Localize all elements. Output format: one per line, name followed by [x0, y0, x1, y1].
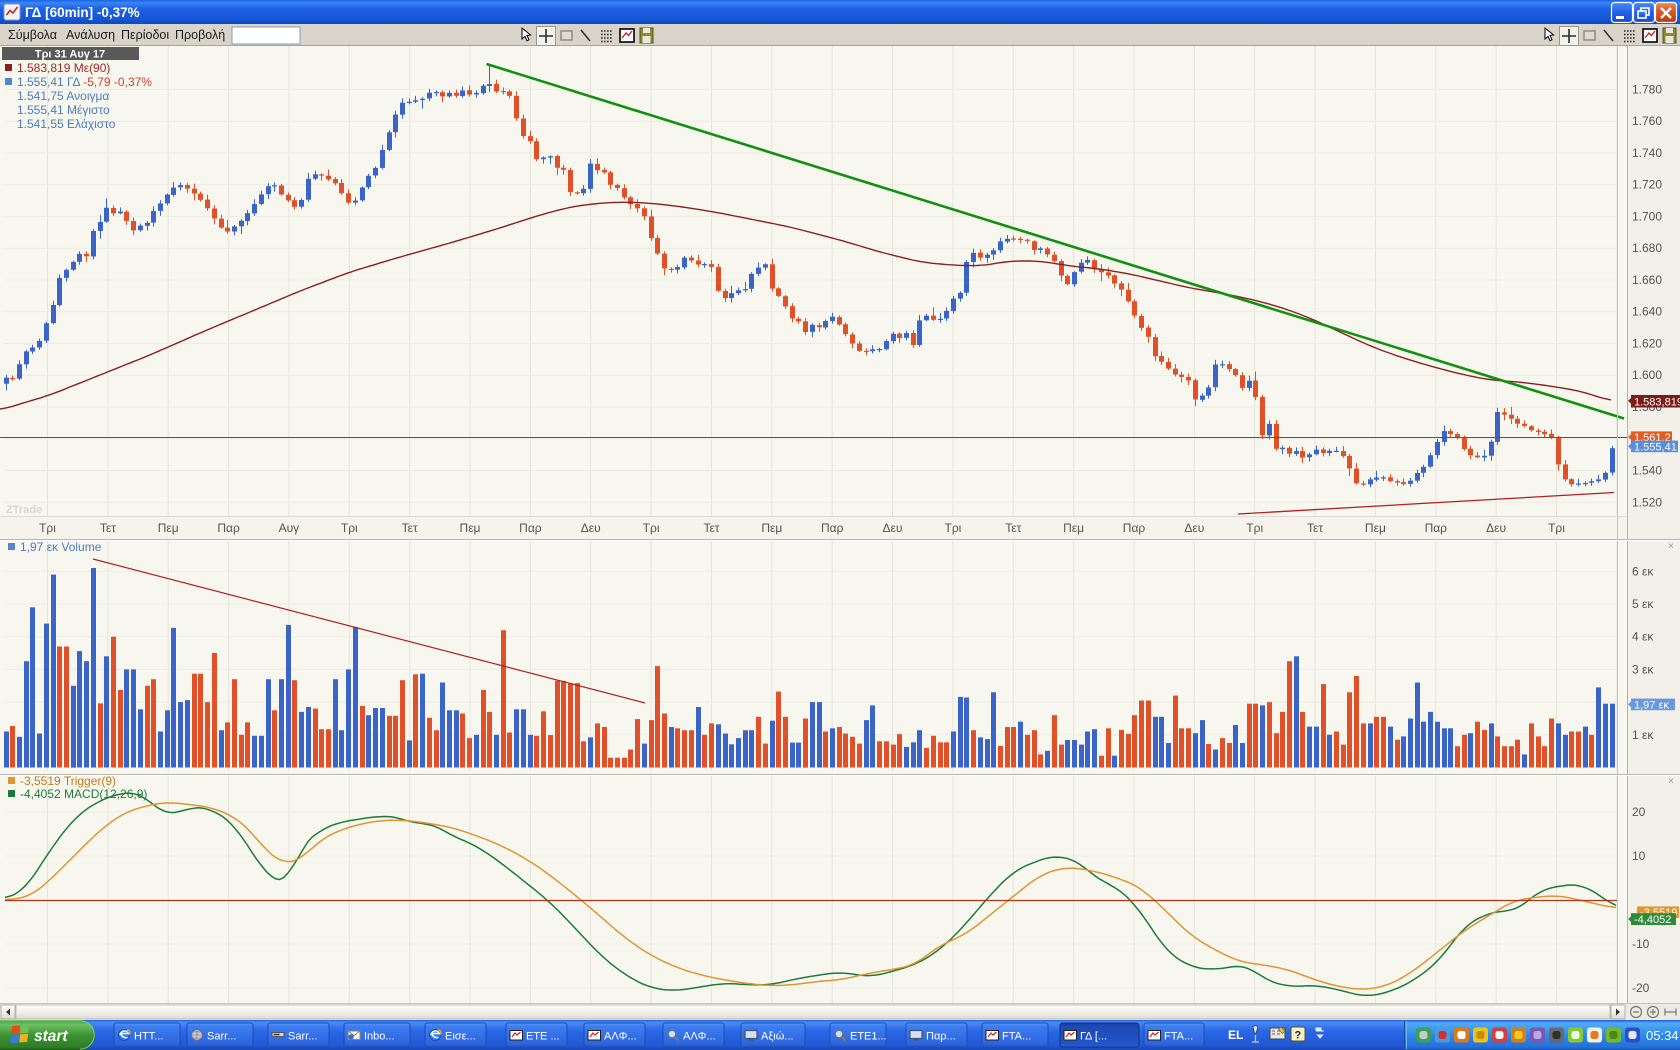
svg-text:×: ×	[1668, 776, 1674, 787]
svg-text:Τετ: Τετ	[1005, 521, 1021, 535]
svg-text:ΑΛΦ...: ΑΛΦ...	[683, 1031, 716, 1043]
svg-text:Τρι: Τρι	[944, 521, 961, 535]
svg-text:4 εκ: 4 εκ	[1632, 630, 1654, 644]
svg-text:1.680: 1.680	[1632, 241, 1662, 255]
svg-text:-10: -10	[1632, 937, 1650, 951]
svg-text:1.640: 1.640	[1632, 305, 1662, 319]
svg-text:Τρι: Τρι	[1548, 521, 1565, 535]
svg-text:ΕΤΕ1...: ΕΤΕ1...	[850, 1031, 887, 1043]
svg-text:1.600: 1.600	[1632, 368, 1662, 382]
svg-text:1.780: 1.780	[1632, 82, 1662, 96]
svg-text:?: ?	[1295, 1030, 1302, 1042]
svg-text:-4,4052 MACD(12,26,9): -4,4052 MACD(12,26,9)	[20, 787, 147, 801]
svg-text:Πεμ: Πεμ	[761, 521, 782, 535]
svg-text:-3,5519 Trigger(9): -3,5519 Trigger(9)	[20, 774, 116, 788]
svg-text:Sarr...: Sarr...	[207, 1031, 236, 1043]
svg-text:1.583,819: 1.583,819	[1634, 396, 1680, 408]
svg-text:1.555,41: 1.555,41	[1634, 441, 1677, 453]
svg-text:Δευ: Δευ	[1486, 521, 1506, 535]
svg-text:FTA...: FTA...	[1164, 1031, 1193, 1043]
svg-text:1,97 εκ Volume: 1,97 εκ Volume	[20, 540, 102, 554]
svg-text:1.760: 1.760	[1632, 114, 1662, 128]
svg-text:1.540: 1.540	[1632, 464, 1662, 478]
svg-text:Τετ: Τετ	[703, 521, 719, 535]
svg-text:ΓΔ [60min] -0,37%: ΓΔ [60min] -0,37%	[25, 5, 140, 20]
svg-text:1.583,819 Με(90): 1.583,819 Με(90)	[17, 61, 110, 75]
svg-text:×: ×	[1668, 541, 1674, 552]
svg-text:3 εκ: 3 εκ	[1632, 662, 1654, 676]
svg-text:Sarr...: Sarr...	[288, 1031, 317, 1043]
svg-text:1.720: 1.720	[1632, 178, 1662, 192]
svg-text:Τρι: Τρι	[39, 521, 56, 535]
svg-text:1.620: 1.620	[1632, 337, 1662, 351]
svg-text:Τετ: Τετ	[402, 521, 418, 535]
svg-text:Παρ: Παρ	[519, 521, 542, 535]
svg-text:Ανάλυση: Ανάλυση	[66, 28, 115, 42]
svg-text:Πεμ: Πεμ	[1063, 521, 1084, 535]
svg-text:Παρ: Παρ	[1425, 521, 1448, 535]
svg-text:Περίοδοι: Περίοδοι	[121, 28, 169, 42]
svg-text:FTA...: FTA...	[1002, 1031, 1031, 1043]
svg-text:Τρι: Τρι	[643, 521, 660, 535]
svg-text:1.700: 1.700	[1632, 209, 1662, 223]
svg-text:ΓΔ [...: ΓΔ [...	[1080, 1031, 1107, 1043]
svg-text:Πεμ: Πεμ	[1365, 521, 1386, 535]
svg-text:10: 10	[1632, 849, 1646, 863]
svg-text:6 εκ: 6 εκ	[1632, 564, 1654, 578]
svg-text:ZTrade: ZTrade	[6, 504, 42, 516]
svg-text:EL: EL	[1228, 1028, 1243, 1042]
svg-text:-20: -20	[1632, 981, 1650, 995]
svg-text:1.555,41 Μέγιστο: 1.555,41 Μέγιστο	[17, 103, 110, 117]
svg-text:Αυγ: Αυγ	[279, 521, 300, 535]
svg-text:Παρ: Παρ	[217, 521, 240, 535]
svg-text:Παρ...: Παρ...	[926, 1031, 956, 1043]
svg-text:-4,4052: -4,4052	[1634, 914, 1671, 926]
svg-text:1.740: 1.740	[1632, 146, 1662, 160]
svg-text:start: start	[34, 1028, 68, 1045]
svg-text:Τρι 31 Αυγ 17: Τρι 31 Αυγ 17	[35, 49, 105, 61]
svg-text:1,97 εκ: 1,97 εκ	[1634, 699, 1669, 711]
svg-text:Προβολή: Προβολή	[175, 28, 225, 42]
svg-text:HTT...: HTT...	[134, 1031, 163, 1043]
svg-text:Inbo...: Inbo...	[364, 1031, 395, 1043]
svg-text:ΑΛΦ...: ΑΛΦ...	[604, 1031, 637, 1043]
svg-text:Αξιώ...: Αξιώ...	[761, 1031, 793, 1043]
svg-text:Τετ: Τετ	[100, 521, 116, 535]
svg-text:1.541,75 Ανοιγμα: 1.541,75 Ανοιγμα	[17, 89, 109, 103]
svg-text:1.520: 1.520	[1632, 495, 1662, 509]
svg-text:Τρι: Τρι	[341, 521, 358, 535]
svg-text:1.555,41 ΓΔ -5,79 -0,37%: 1.555,41 ΓΔ -5,79 -0,37%	[17, 75, 152, 89]
svg-text:Σύμβολα: Σύμβολα	[8, 28, 57, 42]
svg-text:Εισε...: Εισε...	[445, 1031, 476, 1043]
svg-text:1 εκ: 1 εκ	[1632, 728, 1654, 742]
svg-text:Δευ: Δευ	[1184, 521, 1204, 535]
svg-text:Παρ: Παρ	[821, 521, 844, 535]
svg-text:Παρ: Παρ	[1123, 521, 1146, 535]
svg-text:Πεμ: Πεμ	[158, 521, 179, 535]
svg-text:05:34: 05:34	[1646, 1028, 1679, 1043]
svg-text:ETE ...: ETE ...	[526, 1031, 560, 1043]
svg-text:20: 20	[1632, 805, 1646, 819]
svg-text:Τρι: Τρι	[1246, 521, 1263, 535]
svg-text:Πεμ: Πεμ	[460, 521, 481, 535]
svg-text:5 εκ: 5 εκ	[1632, 597, 1654, 611]
svg-text:1.660: 1.660	[1632, 273, 1662, 287]
svg-text:Τετ: Τετ	[1307, 521, 1323, 535]
svg-text:Δευ: Δευ	[883, 521, 903, 535]
svg-text:1.541,55 Ελάχιστο: 1.541,55 Ελάχιστο	[17, 117, 116, 131]
svg-text:Δευ: Δευ	[581, 521, 601, 535]
